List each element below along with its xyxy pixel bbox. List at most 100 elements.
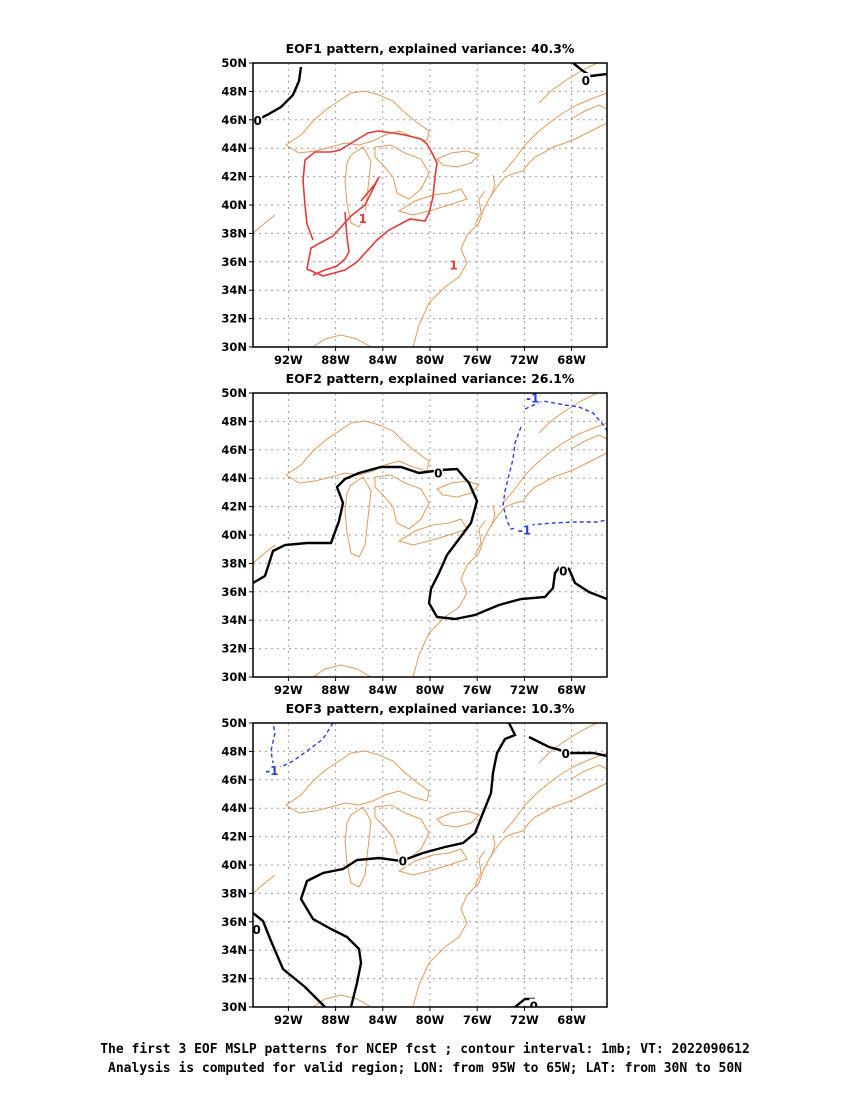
contour-label: -1 [265,764,278,778]
contour-label-bg [524,393,541,404]
lat-tick-label: 46N [221,773,247,787]
lat-tick-label: 30N [221,670,247,684]
contour-label-bg [516,522,533,536]
lat-tick-label: 46N [221,443,247,457]
contour-label: 1 [359,212,367,226]
lat-tick-label: 32N [221,312,247,326]
contour-label-bg [561,745,571,759]
lon-tick-label: 92W [274,683,303,697]
lon-tick-label: 68W [557,353,586,367]
lon-tick-label: 84W [368,1013,397,1027]
lon-tick-label: 80W [416,1013,445,1027]
lat-tick-label: 44N [221,801,247,815]
contour-label: 0 [582,74,590,88]
lat-tick-label: 34N [221,613,247,627]
lat-tick-label: 30N [221,340,247,354]
contour-label-bg [558,563,568,577]
contour-label: 0 [399,855,407,869]
zero-contour [299,723,517,1007]
lat-tick-label: 40N [221,198,247,212]
lat-tick-label: 32N [221,642,247,656]
lon-tick-label: 76W [463,1013,492,1027]
lat-tick-label: 38N [221,886,247,900]
lon-tick-label: 68W [557,1013,586,1027]
contour-label-bg [581,73,591,87]
lat-tick-label: 42N [221,830,247,844]
contour-label: -1 [526,391,539,405]
lat-tick-label: 50N [221,716,247,730]
lat-tick-label: 40N [221,858,247,872]
lat-tick-label: 44N [221,471,247,485]
negative-contour [270,723,334,768]
lon-tick-label: 80W [416,353,445,367]
lon-tick-label: 88W [321,683,350,697]
lat-tick-label: 48N [221,744,247,758]
lat-tick-label: 48N [221,414,247,428]
lat-tick-label: 50N [221,56,247,70]
contour-label-bg [433,465,443,479]
contour-label-bg [253,921,262,935]
lon-tick-label: 88W [321,353,350,367]
contour-label-bg [358,210,368,224]
lon-tick-label: 92W [274,1013,303,1027]
eof2-panel: EOF2 pattern, explained variance: 26.1% 0… [221,371,608,697]
contour-label: 0 [562,747,570,761]
lat-tick-label: 44N [221,141,247,155]
lon-tick-label: 72W [510,1013,539,1027]
lat-tick-label: 38N [221,226,247,240]
lat-tick-label: 46N [221,113,247,127]
contour-label-bg [398,853,408,867]
lon-tick-label: 76W [463,683,492,697]
caption-line-1: The first 3 EOF MSLP patterns for NCEP f… [100,1042,750,1057]
zero-contour [528,735,607,758]
positive-contour [302,130,438,277]
lat-tick-label: 42N [221,500,247,514]
lat-tick-label: 32N [221,972,247,986]
eof1-title: EOF1 pattern, explained variance: 40.3% [286,41,575,56]
lon-tick-label: 84W [368,683,397,697]
contour-label-bg [529,998,539,1007]
eof3-panel: EOF3 pattern, explained variance: 10.3% 0… [221,701,608,1027]
lat-tick-label: 38N [221,556,247,570]
lat-tick-label: 40N [221,528,247,542]
lon-tick-label: 88W [321,1013,350,1027]
zero-contour [253,912,326,1007]
lat-tick-label: 30N [221,1000,247,1014]
lon-tick-label: 68W [557,683,586,697]
lat-tick-label: 50N [221,386,247,400]
contour-label: 0 [434,467,442,481]
negative-contour [502,426,607,530]
lat-tick-label: 36N [221,255,247,269]
lat-tick-label: 48N [221,84,247,98]
eof3-map: 0 0 0 0 -1 [252,723,607,1014]
contour-label: 0 [530,1000,538,1014]
positive-contour [312,211,350,276]
lat-tick-label: 42N [221,170,247,184]
contour-label-bg [253,112,263,126]
negative-contour [524,400,607,432]
lon-tick-label: 72W [510,683,539,697]
lat-tick-label: 36N [221,915,247,929]
eof3-title: EOF3 pattern, explained variance: 10.3% [286,701,575,716]
lon-tick-label: 76W [463,353,492,367]
zero-contour [253,465,607,621]
lat-tick-label: 36N [221,585,247,599]
lon-tick-label: 84W [368,353,397,367]
caption-line-2: Analysis is computed for valid region; L… [108,1061,742,1076]
contour-label: 0 [252,923,260,937]
contour-label: 1 [449,259,457,273]
contour-label-bg [263,762,280,776]
eof1-map: 0 0 1 1 [253,63,607,347]
eof2-title: EOF2 pattern, explained variance: 26.1% [286,371,575,386]
eof2-map: 0 0 -1 -1 [253,391,607,677]
lat-tick-label: 34N [221,943,247,957]
contour-label: 0 [254,114,262,128]
contour-label: 0 [559,565,567,579]
lat-tick-label: 34N [221,283,247,297]
lon-tick-label: 92W [274,353,303,367]
zero-contour [256,66,303,122]
contour-label-bg [449,257,459,271]
lon-tick-label: 80W [416,683,445,697]
eof1-panel: EOF1 pattern, explained variance: 40.3% 0… [221,41,608,367]
